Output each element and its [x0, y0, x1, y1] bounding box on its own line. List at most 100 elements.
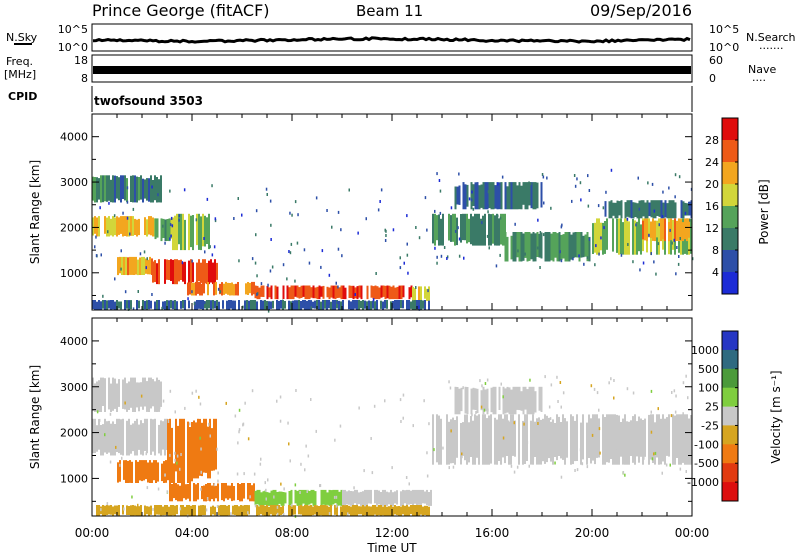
data-cell	[102, 505, 104, 516]
data-point	[354, 293, 356, 296]
colorbar-segment	[722, 162, 738, 185]
data-cell	[140, 420, 142, 455]
data-cell	[258, 506, 260, 516]
data-cell	[108, 505, 110, 515]
data-cell	[494, 185, 497, 209]
data-cell	[626, 218, 628, 255]
data-cell	[100, 301, 102, 310]
data-point	[572, 257, 574, 261]
data-cell	[202, 213, 204, 247]
data-cell	[122, 216, 124, 237]
data-cell	[282, 492, 285, 506]
data-cell	[504, 182, 507, 210]
data-cell	[300, 505, 302, 515]
data-cell	[642, 420, 644, 465]
data-cell	[368, 506, 370, 516]
data-point	[448, 380, 450, 384]
data-cell	[148, 178, 150, 202]
data-cell	[474, 182, 477, 210]
data-cell	[268, 287, 271, 298]
data-cell	[154, 218, 157, 240]
data-point	[537, 218, 539, 222]
data-point	[671, 241, 673, 245]
data-cell	[412, 286, 414, 301]
data-point	[95, 235, 97, 239]
data-cell	[334, 505, 336, 515]
data-point	[576, 177, 578, 181]
data-cell	[564, 232, 567, 262]
data-cell	[580, 422, 582, 465]
data-cell	[177, 460, 179, 483]
data-cell	[195, 422, 197, 479]
data-cell	[680, 200, 683, 219]
data-point	[651, 457, 654, 461]
data-cell	[136, 506, 138, 516]
data-cell	[182, 213, 184, 251]
data-cell	[124, 377, 126, 410]
data-cell	[308, 491, 311, 505]
data-point	[643, 453, 646, 457]
data-point	[392, 228, 395, 232]
data-point	[199, 402, 202, 406]
data-cell	[498, 414, 500, 461]
data-cell	[676, 414, 678, 458]
data-point	[685, 374, 687, 378]
data-cell	[169, 461, 171, 483]
colorbar-segment	[722, 184, 738, 207]
freq-label-line2: [MHz]	[4, 68, 36, 81]
freq-label-line1: Freq.	[6, 55, 33, 68]
data-cell	[644, 218, 646, 241]
data-cell	[237, 282, 239, 296]
data-cell	[232, 505, 234, 515]
data-cell	[650, 414, 652, 460]
data-cell	[148, 300, 150, 310]
data-cell	[430, 489, 432, 506]
data-point	[433, 448, 435, 452]
data-cell	[258, 489, 261, 506]
data-band	[92, 300, 430, 310]
data-cell	[552, 419, 554, 465]
data-cell	[452, 417, 454, 464]
data-point	[524, 252, 526, 256]
data-cell	[244, 300, 246, 310]
data-cell	[648, 202, 651, 217]
data-point	[132, 207, 135, 211]
data-cell	[98, 380, 100, 412]
data-cell	[670, 218, 672, 241]
data-point	[195, 389, 197, 393]
data-point	[265, 187, 268, 191]
data-cell	[223, 483, 225, 502]
data-cell	[154, 260, 156, 283]
data-cell	[203, 418, 205, 473]
data-point	[647, 181, 649, 185]
data-cell	[314, 505, 316, 515]
data-point	[124, 399, 126, 403]
data-point	[438, 179, 441, 182]
data-cell	[138, 506, 140, 516]
data-cell	[96, 505, 98, 516]
data-band	[92, 377, 162, 412]
data-cell	[208, 260, 210, 285]
data-point	[450, 206, 453, 210]
data-point	[481, 384, 483, 388]
data-cell	[606, 414, 608, 463]
data-cell	[104, 505, 106, 516]
data-cell	[102, 300, 104, 309]
data-cell	[532, 414, 534, 465]
data-cell	[634, 202, 637, 217]
data-point	[162, 399, 165, 403]
data-point	[315, 429, 317, 433]
data-cell	[612, 218, 614, 252]
data-point	[310, 398, 312, 401]
data-point	[439, 211, 442, 215]
data-point	[596, 391, 599, 395]
data-cell	[386, 506, 388, 516]
data-cell	[280, 506, 282, 515]
data-point	[288, 250, 290, 253]
data-cell	[518, 232, 521, 262]
data-point	[426, 474, 429, 478]
data-cell	[242, 505, 244, 516]
data-cell	[274, 285, 277, 300]
data-point	[593, 387, 596, 391]
data-cell	[388, 492, 390, 505]
